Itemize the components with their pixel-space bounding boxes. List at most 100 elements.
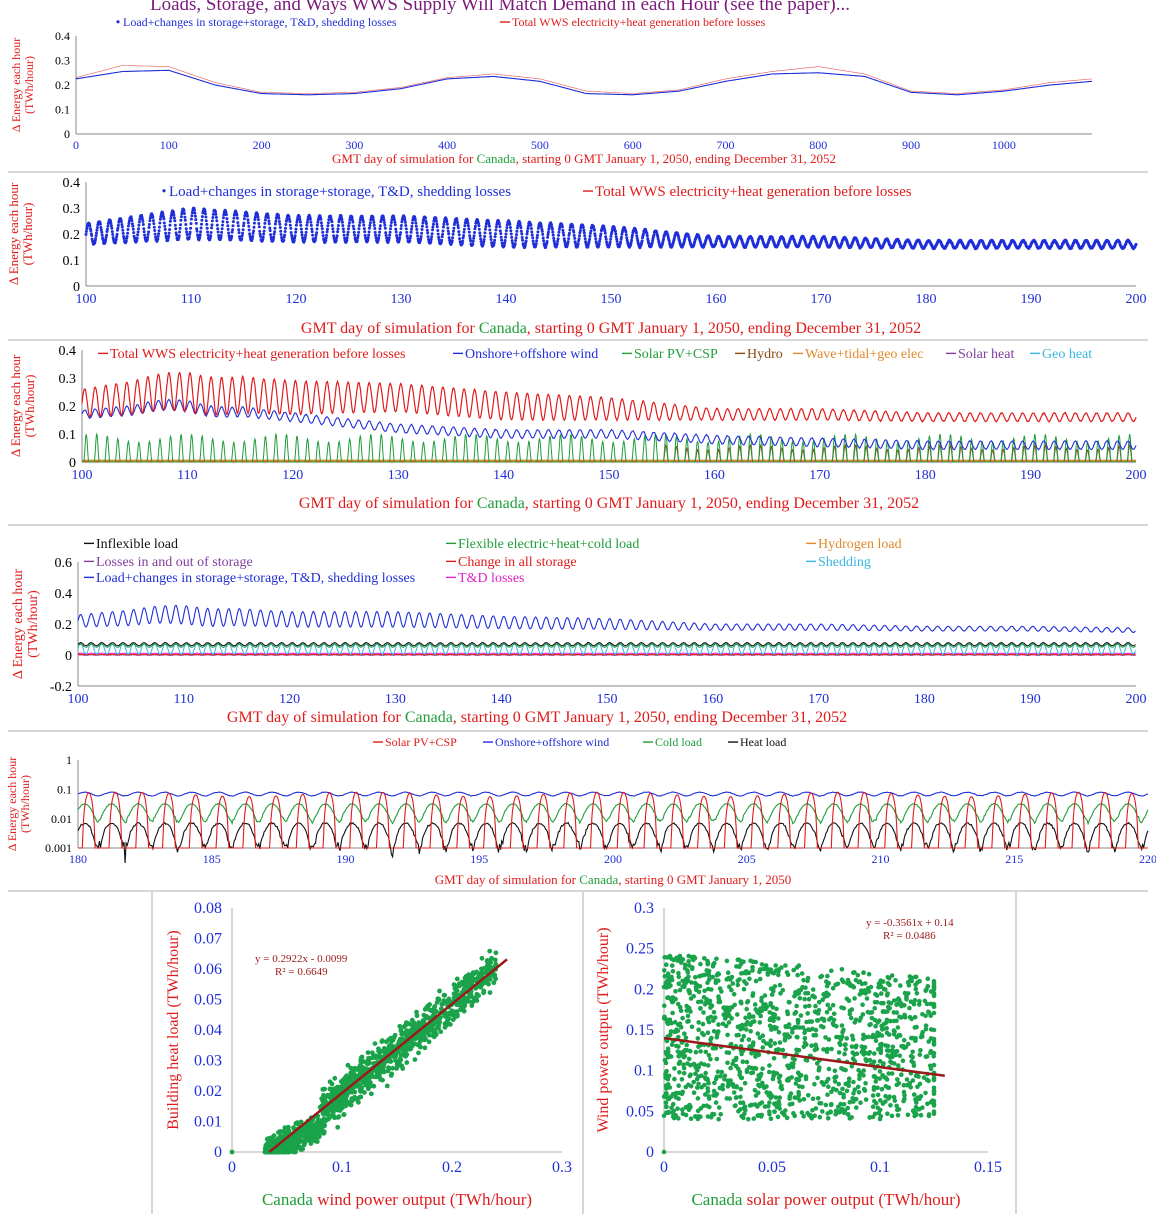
data-point [330, 220, 333, 223]
data-point [726, 970, 731, 975]
data-point [894, 1104, 899, 1109]
data-point [169, 220, 172, 223]
data-point [840, 967, 845, 972]
data-point [693, 975, 698, 980]
data-point [422, 1038, 427, 1043]
data-point [489, 235, 492, 238]
data-point [742, 979, 747, 984]
data-point [732, 1003, 737, 1008]
data-point [393, 221, 396, 224]
x-tick-label: 0.1 [870, 1159, 890, 1176]
data-point [404, 1060, 409, 1065]
data-point [435, 996, 440, 1001]
data-point [886, 1071, 891, 1076]
data-point [361, 1059, 366, 1064]
data-point [662, 1015, 667, 1020]
data-point [684, 1085, 689, 1090]
data-point [374, 1074, 379, 1079]
data-point [484, 228, 487, 231]
data-point [316, 224, 319, 227]
data-point [552, 237, 555, 240]
data-point [379, 224, 382, 227]
x-tick-label: 140 [493, 468, 514, 483]
x-tick-label: 130 [385, 692, 406, 707]
data-point [338, 1100, 343, 1105]
data-point [372, 221, 375, 224]
data-point [232, 217, 235, 220]
data-point [384, 1039, 389, 1044]
data-point [335, 1125, 340, 1130]
data-point [278, 223, 281, 226]
y-axis-label-line: Δ Energy each hour [8, 354, 23, 457]
data-point [278, 220, 281, 223]
data-point [501, 242, 504, 245]
data-point [183, 212, 186, 215]
x-tick-label: 1000 [992, 138, 1016, 152]
caption-fragment: Loads, Storage, and Ways WWS Supply Will… [150, 0, 850, 15]
data-point [325, 237, 328, 240]
data-point [446, 227, 449, 230]
data-point [445, 220, 448, 223]
data-point [163, 222, 166, 225]
data-point [358, 224, 361, 227]
data-point [373, 224, 376, 227]
data-point [413, 1026, 418, 1031]
x-tick-label: 190 [1021, 292, 1042, 307]
y-tick-label: 0.3 [59, 372, 77, 387]
data-point [389, 1073, 394, 1078]
data-point [562, 234, 565, 237]
x-axis-label-part: , starting 0 GMT January 1, 2050, ending… [516, 151, 836, 166]
data-point [767, 1063, 772, 1068]
data-point [467, 999, 472, 1004]
y-axis-label-line: Δ Energy each hour [11, 569, 26, 680]
data-point [914, 987, 919, 992]
data-point [494, 232, 497, 235]
data-point [589, 235, 592, 238]
data-point [741, 1116, 746, 1121]
data-point [462, 234, 465, 237]
data-point [498, 225, 501, 228]
data-point [212, 213, 215, 216]
legend-entry: Total WWS electricity+heat generation be… [595, 184, 912, 200]
legend-entry: Onshore+offshore wind [495, 735, 609, 749]
data-point [282, 1129, 287, 1134]
data-point [253, 226, 256, 229]
data-point [211, 219, 214, 222]
data-point [346, 236, 349, 239]
data-point [829, 969, 834, 974]
data-point [825, 1003, 830, 1008]
data-point [273, 233, 276, 236]
data-point [609, 238, 612, 241]
data-point [193, 212, 196, 215]
data-point [760, 1066, 765, 1071]
data-point [385, 1084, 390, 1089]
data-point [742, 987, 747, 992]
y-axis-label: Δ Energy each hour(TWh/hour) [8, 354, 37, 457]
data-point [151, 216, 154, 219]
data-point [717, 1105, 722, 1110]
data-point [520, 230, 523, 233]
data-point [383, 224, 386, 227]
data-point [106, 225, 109, 228]
data-point [525, 240, 528, 243]
data-point [432, 1004, 437, 1009]
data-point [604, 235, 607, 238]
data-point [323, 1099, 328, 1104]
data-point [322, 1120, 327, 1125]
data-point [357, 231, 360, 234]
data-point [352, 225, 355, 228]
data-point [556, 243, 559, 246]
data-point [374, 1055, 379, 1060]
data-point [90, 234, 93, 237]
data-point [340, 218, 343, 221]
data-point [267, 216, 270, 219]
data-point [866, 1051, 871, 1056]
data-point [467, 976, 472, 981]
data-point [827, 1037, 832, 1042]
data-point [589, 230, 592, 233]
data-point [214, 213, 217, 216]
data-point [302, 1143, 307, 1148]
data-point [811, 1097, 816, 1102]
data-point [843, 1047, 848, 1052]
data-point [837, 1050, 842, 1055]
